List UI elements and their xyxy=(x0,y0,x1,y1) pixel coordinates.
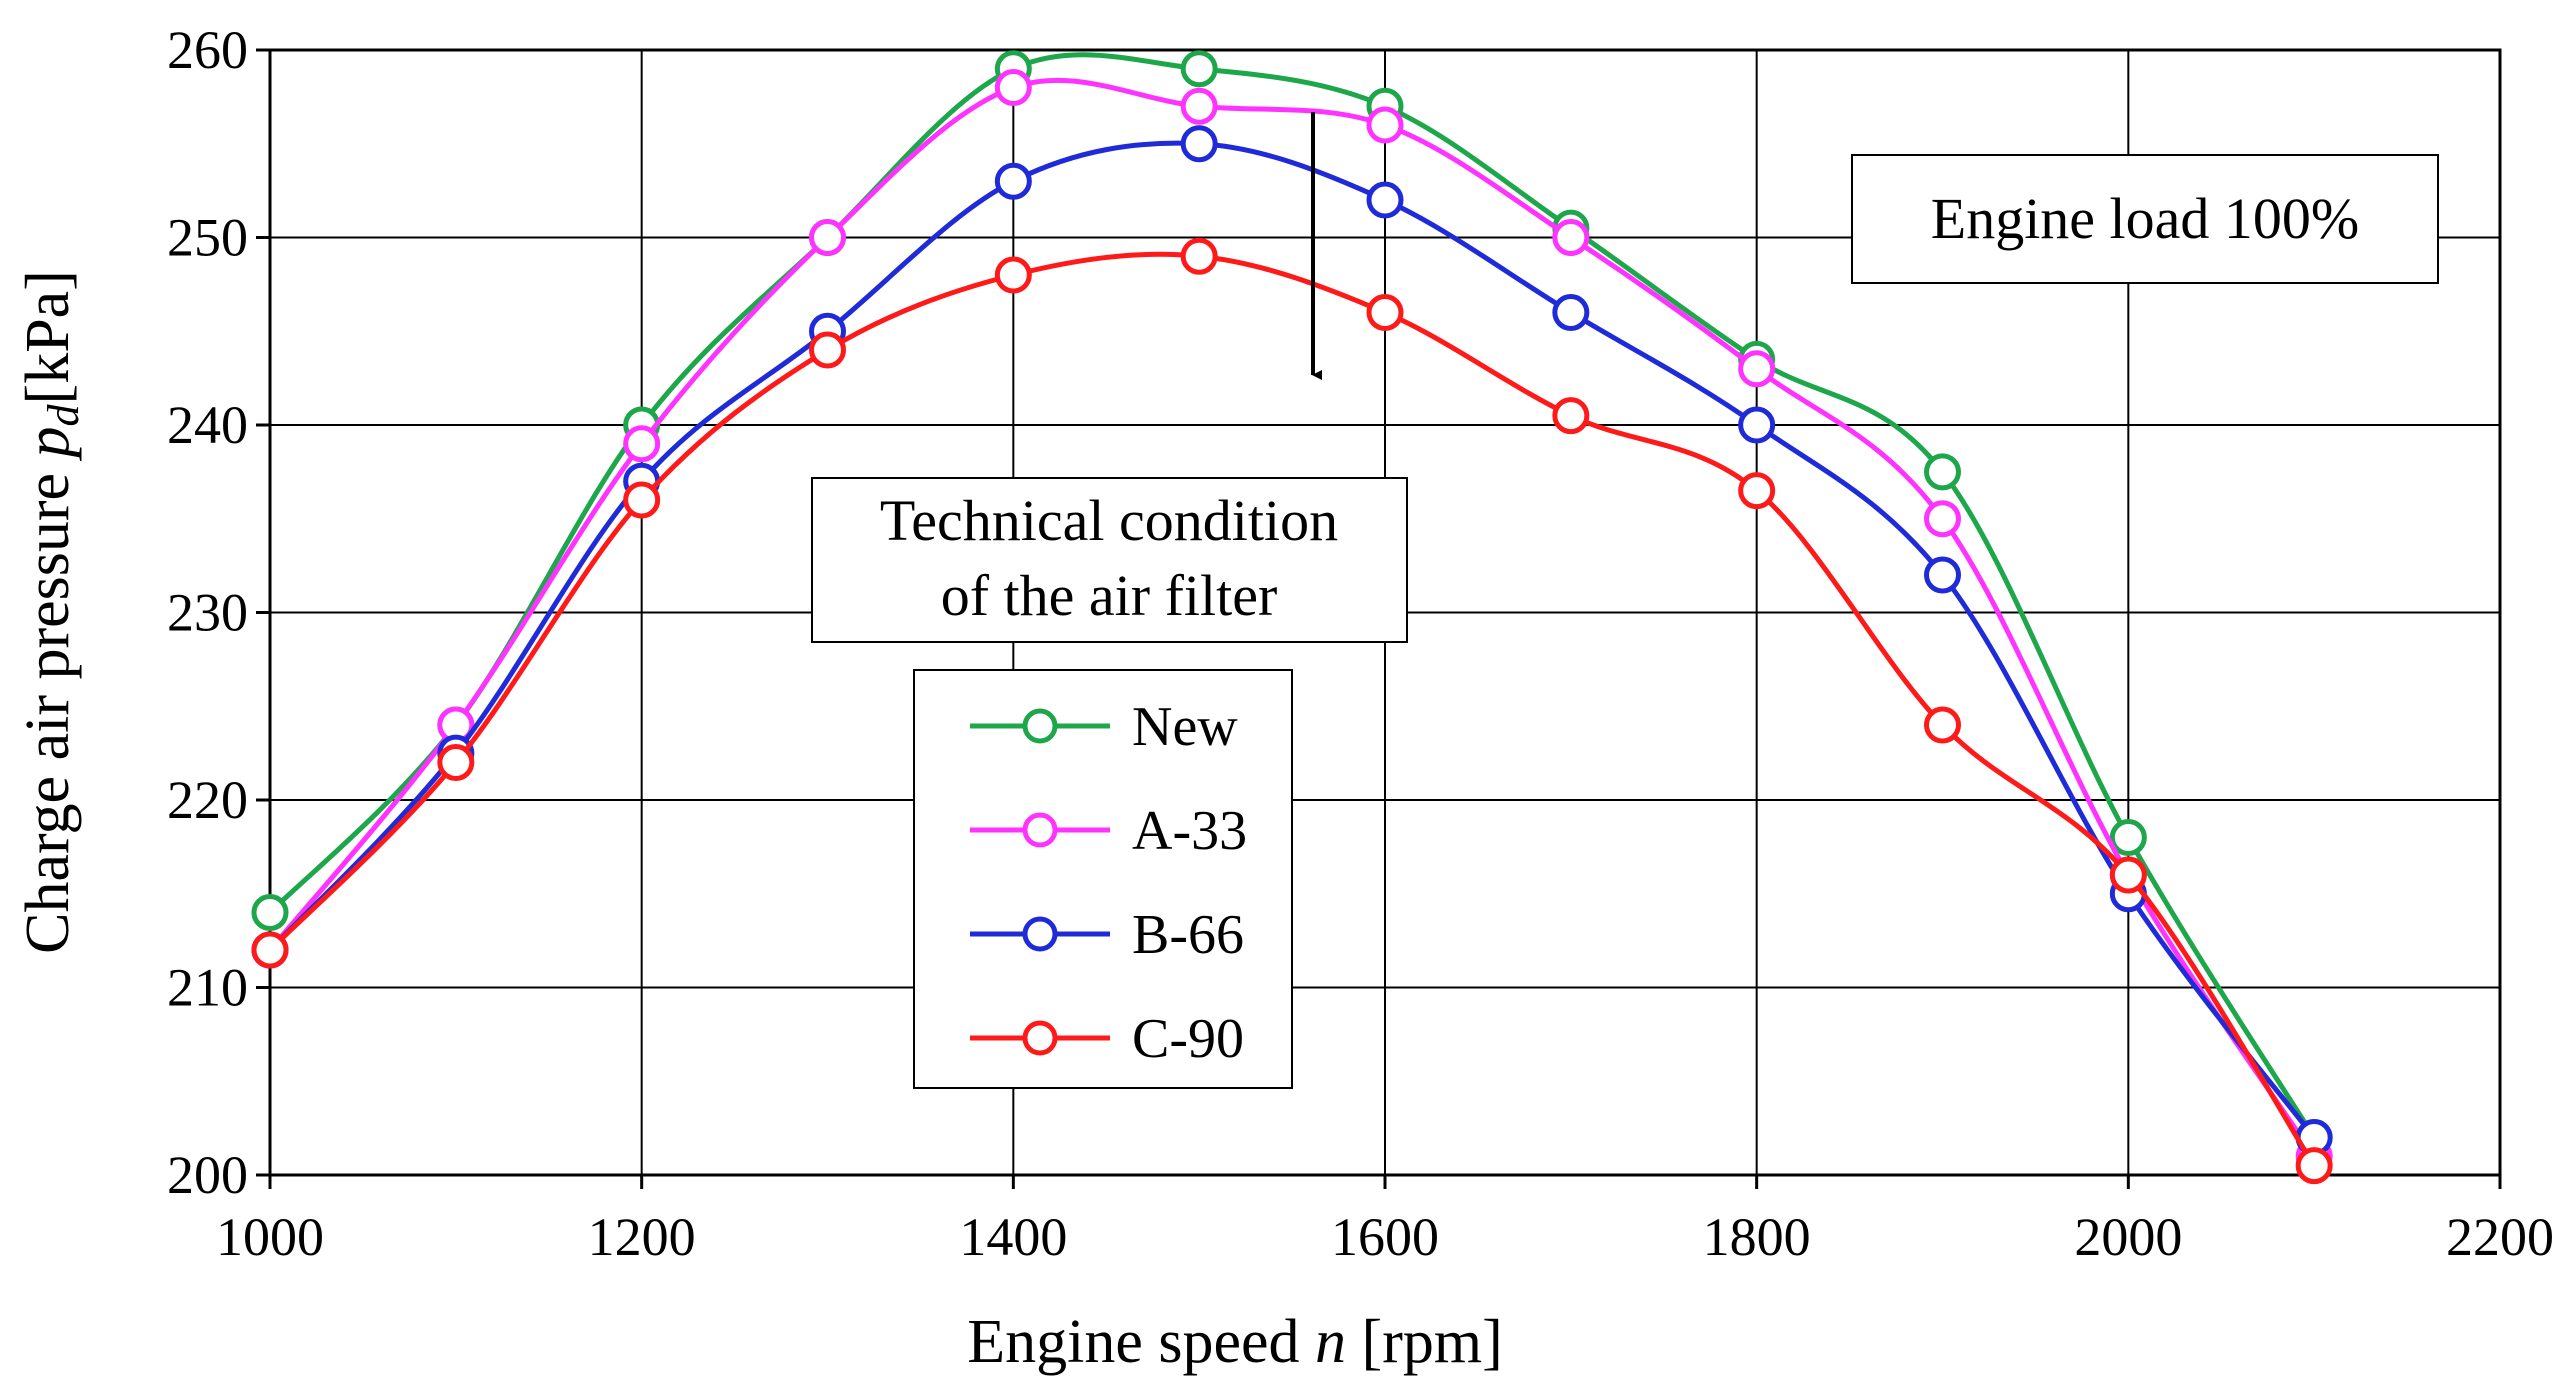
x-tick-label: 1600 xyxy=(1331,1207,1439,1267)
data-point xyxy=(1552,294,1590,331)
data-point xyxy=(437,744,475,781)
data-point xyxy=(1552,219,1590,256)
data-point xyxy=(994,256,1032,294)
legend-marker xyxy=(1022,1020,1058,1056)
data-point xyxy=(1738,472,1776,510)
x-tick-label: 2000 xyxy=(2074,1207,2182,1267)
condition-line-1: Technical condition xyxy=(880,488,1338,553)
x-tick-label: 1400 xyxy=(959,1207,1067,1267)
legend-marker xyxy=(1022,812,1058,848)
axis-ticks: 1000 1200 1400 1600 1800 2000 2200 200 210 220 230… xyxy=(167,20,2554,1267)
condition-line-2: of the air filter xyxy=(941,563,1278,628)
data-point xyxy=(1180,237,1218,275)
engine-load-text: Engine load 100% xyxy=(1931,186,2359,251)
data-point xyxy=(1924,556,1961,594)
y-tick-label: 220 xyxy=(167,770,248,830)
x-tick-label: 1000 xyxy=(216,1207,324,1267)
data-point xyxy=(1366,106,1404,144)
data-point xyxy=(1180,125,1218,163)
data-point xyxy=(251,931,289,969)
x-axis-title: Engine speed n [rpm] xyxy=(967,1308,1502,1376)
series-line xyxy=(268,140,2317,1140)
x-tick-label: 1200 xyxy=(588,1207,696,1267)
data-point xyxy=(623,481,661,519)
data-point xyxy=(623,425,661,463)
data-point xyxy=(1552,397,1590,435)
x-tick-label: 2200 xyxy=(2446,1207,2554,1267)
data-point xyxy=(1366,181,1404,219)
data-point xyxy=(2109,819,2147,856)
y-tick-label: 240 xyxy=(167,395,248,455)
data-point xyxy=(1180,50,1218,88)
data-point xyxy=(1738,406,1776,444)
legend-label: C-90 xyxy=(1132,1008,1244,1070)
x-tick-label: 1800 xyxy=(1703,1207,1811,1267)
data-point xyxy=(251,894,289,931)
legend-item-new: New xyxy=(970,696,1238,758)
y-tick-label: 230 xyxy=(167,583,248,643)
data-point xyxy=(994,69,1032,106)
data-point xyxy=(994,162,1032,200)
legend-item-a-33: A-33 xyxy=(970,800,1247,862)
series-line xyxy=(268,77,2317,1158)
data-point xyxy=(809,331,846,369)
data-point xyxy=(1366,294,1404,331)
legend-label: A-33 xyxy=(1132,800,1247,862)
data-point xyxy=(1180,87,1218,125)
data-point xyxy=(1924,453,1961,491)
data-point xyxy=(2109,856,2147,894)
legend-marker xyxy=(1022,916,1058,952)
data-point xyxy=(809,219,846,256)
data-point xyxy=(1738,350,1776,388)
engine-load-annotation: Engine load 100% xyxy=(1851,154,2439,284)
data-point xyxy=(2295,1147,2333,1185)
series-line xyxy=(268,52,2317,1139)
legend: New A-33 B-66 C-90 xyxy=(913,669,1293,1089)
data-point xyxy=(1924,706,1961,744)
legend-marker xyxy=(1022,708,1058,744)
y-tick-label: 250 xyxy=(167,208,248,268)
y-tick-label: 210 xyxy=(167,958,248,1018)
legend-label: B-66 xyxy=(1132,904,1244,966)
y-axis-title: Charge air pressure pd[kPa] xyxy=(14,270,88,954)
legend-item-c-90: C-90 xyxy=(970,1008,1244,1070)
condition-annotation: Technical condition of the air filter xyxy=(811,477,1408,643)
y-tick-label: 260 xyxy=(167,20,248,80)
legend-label: New xyxy=(1132,696,1238,758)
legend-item-b-66: B-66 xyxy=(970,904,1244,966)
y-tick-label: 200 xyxy=(167,1145,248,1205)
data-point xyxy=(1924,500,1961,538)
